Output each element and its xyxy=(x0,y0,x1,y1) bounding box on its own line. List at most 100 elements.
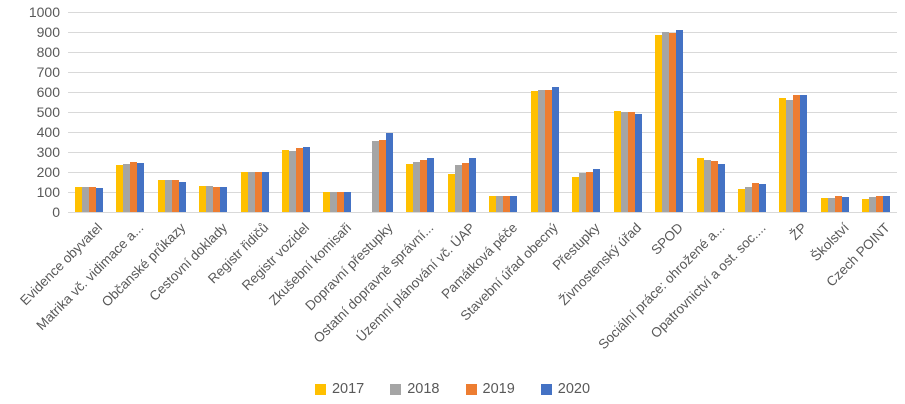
bar-group xyxy=(441,12,482,212)
bar-group xyxy=(773,12,814,212)
bar-2018 xyxy=(81,187,89,212)
bar-group xyxy=(607,12,648,212)
y-axis-tick-label: 100 xyxy=(36,184,60,200)
bar-2017 xyxy=(199,186,207,212)
y-axis-tick-label: 800 xyxy=(36,44,60,60)
legend-item-2019: 2019 xyxy=(465,381,515,397)
bar-group xyxy=(68,12,109,212)
bar-2020 xyxy=(551,87,559,212)
legend-label: 2020 xyxy=(557,381,591,397)
gridline xyxy=(68,72,897,73)
bar-2018 xyxy=(786,100,794,212)
bar-group xyxy=(192,12,233,212)
bar-2018 xyxy=(164,180,172,212)
x-axis-category-label: Registr řidičů xyxy=(204,220,272,287)
bar-2017 xyxy=(323,192,331,212)
bar-group xyxy=(234,12,275,212)
bar-group xyxy=(400,12,441,212)
bar-2018 xyxy=(620,112,628,212)
gridline xyxy=(68,132,897,133)
plot-area xyxy=(68,12,897,213)
bar-2019 xyxy=(420,160,428,212)
bar-2017 xyxy=(655,35,663,212)
x-axis-category-label: Živnostenský úřad xyxy=(556,220,645,309)
legend-swatch-icon xyxy=(540,383,552,395)
bar-2018 xyxy=(371,141,379,212)
y-axis-tick-label: 300 xyxy=(36,144,60,160)
bar-2018 xyxy=(869,197,877,212)
gridline xyxy=(68,92,897,93)
bar-2017 xyxy=(240,172,248,212)
bar-2018 xyxy=(206,186,214,212)
bar-groups xyxy=(68,12,897,212)
bar-2017 xyxy=(572,177,580,212)
bar-2019 xyxy=(461,163,469,212)
bar-2018 xyxy=(247,172,255,212)
bar-2020 xyxy=(800,95,808,212)
x-axis-category-label: Ostatní dopravně správní... xyxy=(311,220,437,346)
bar-2019 xyxy=(586,172,594,212)
y-axis-tick-label: 700 xyxy=(36,64,60,80)
gridline xyxy=(68,172,897,173)
bar-2019 xyxy=(378,140,386,212)
bar-2018 xyxy=(496,195,504,212)
bar-2019 xyxy=(544,90,552,212)
y-axis-tick-label: 0 xyxy=(52,204,60,220)
x-axis-category-label: ŽP xyxy=(787,220,810,243)
bar-2019 xyxy=(834,196,842,212)
legend: 2017 2018 2019 2020 xyxy=(0,381,905,397)
bar-group xyxy=(524,12,565,212)
bar-2017 xyxy=(157,180,165,212)
bar-group xyxy=(358,12,399,212)
bar-2020 xyxy=(758,184,766,212)
bar-2017 xyxy=(613,111,621,212)
bar-2020 xyxy=(593,169,601,212)
gridline xyxy=(68,152,897,153)
legend-swatch-icon xyxy=(314,383,326,395)
x-axis-category-label: Sociální práce: ohrožené a... xyxy=(594,220,728,353)
bar-2017 xyxy=(862,199,870,212)
bar-2019 xyxy=(793,95,801,212)
bar-2017 xyxy=(820,198,828,212)
gridline xyxy=(68,32,897,33)
bar-2020 xyxy=(137,163,145,212)
legend-swatch-icon xyxy=(390,383,402,395)
bar-2018 xyxy=(662,32,670,212)
bar-2017 xyxy=(489,196,497,212)
bar-2017 xyxy=(737,189,745,212)
bar-2017 xyxy=(281,150,289,212)
bar-2020 xyxy=(634,114,642,212)
bar-2020 xyxy=(427,158,435,212)
bar-2020 xyxy=(468,158,476,212)
y-axis-tick-label: 200 xyxy=(36,164,60,180)
x-axis-category-label: Zkušební komisaři xyxy=(265,220,355,309)
bar-2020 xyxy=(385,133,393,212)
bar-2020 xyxy=(883,196,891,212)
bar-group xyxy=(317,12,358,212)
bar-2020 xyxy=(302,147,310,212)
legend-item-2018: 2018 xyxy=(390,381,440,397)
bar-2017 xyxy=(696,158,704,212)
legend-item-2020: 2020 xyxy=(540,381,591,397)
bar-2017 xyxy=(74,187,82,212)
bar-2019 xyxy=(88,187,96,212)
gridline xyxy=(68,12,897,13)
bar-2018 xyxy=(288,151,296,212)
bar-2018 xyxy=(413,162,421,212)
y-axis-tick-label: 400 xyxy=(36,124,60,140)
bar-group xyxy=(690,12,731,212)
legend-label: 2018 xyxy=(407,381,440,397)
bar-group xyxy=(483,12,524,212)
x-axis-category-label: Občanské průkazy xyxy=(98,220,189,310)
legend-label: 2017 xyxy=(331,381,365,397)
x-axis-category-label: Školství xyxy=(807,220,852,265)
gridline xyxy=(68,212,897,213)
bar-2017 xyxy=(447,174,455,212)
gridline xyxy=(68,52,897,53)
bar-2017 xyxy=(116,165,124,212)
bar-group xyxy=(731,12,772,212)
x-axis-category-label: Registr vozidel xyxy=(239,220,313,294)
bar-2018 xyxy=(827,198,835,212)
bar-group xyxy=(856,12,897,212)
